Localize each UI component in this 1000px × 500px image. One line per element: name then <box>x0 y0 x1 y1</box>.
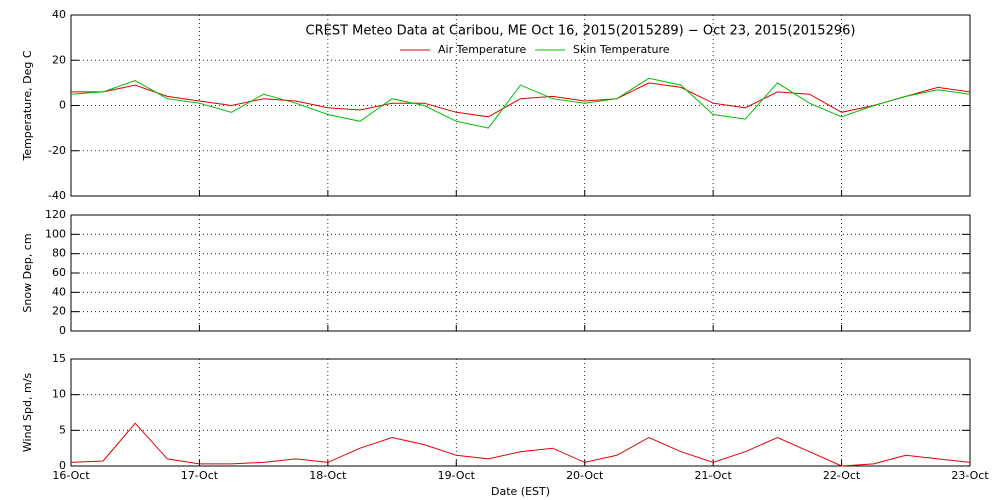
x-tick-label: 18-Oct <box>309 469 347 482</box>
y-tick-label: 120 <box>45 208 66 221</box>
y-tick-label: 20 <box>52 305 66 318</box>
y-tick-label: -40 <box>48 189 66 202</box>
x-tick-label: 16-Oct <box>52 469 90 482</box>
y-tick-label: 0 <box>59 99 66 112</box>
y-tick-label: 40 <box>52 285 66 298</box>
x-tick-label: 21-Oct <box>694 469 732 482</box>
y-tick-label: 40 <box>52 8 66 21</box>
legend-label: Skin Temperature <box>573 43 670 56</box>
x-tick-label: 19-Oct <box>438 469 476 482</box>
x-tick-label: 17-Oct <box>181 469 219 482</box>
y-axis-label: Snow Dep, cm <box>21 233 34 312</box>
plot-frame <box>70 214 971 332</box>
plot-frame <box>70 358 971 467</box>
chart-title: CREST Meteo Data at Caribou, ME Oct 16, … <box>306 24 856 39</box>
y-tick-label: 60 <box>52 266 66 279</box>
y-tick-label: 80 <box>52 247 66 260</box>
legend-label: Air Temperature <box>438 43 527 56</box>
data-line <box>71 82 971 118</box>
y-tick-label: 5 <box>59 423 66 436</box>
x-tick-label: 23-Oct <box>951 469 989 482</box>
y-tick-label: 100 <box>45 227 66 240</box>
y-tick-label: -20 <box>48 144 66 157</box>
y-axis-label: Temperature, Deg C <box>21 50 34 161</box>
data-line <box>70 77 971 129</box>
y-tick-label: 0 <box>59 324 66 337</box>
x-axis-label: Date (EST) <box>491 485 550 498</box>
y-tick-label: 20 <box>52 53 66 66</box>
y-tick-label: 0 <box>59 459 66 472</box>
y-tick-label: 10 <box>52 388 66 401</box>
y-axis-label: Wind Spd, m/s <box>21 373 34 453</box>
data-line <box>70 422 971 467</box>
x-tick-label: 20-Oct <box>566 469 604 482</box>
x-tick-label: 22-Oct <box>823 469 861 482</box>
plot-frame <box>70 14 971 197</box>
y-tick-label: 15 <box>52 352 66 365</box>
